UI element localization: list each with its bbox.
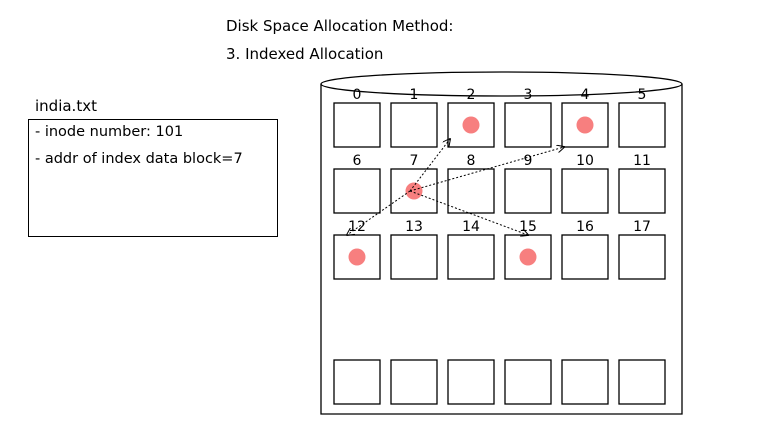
- block-label: 8: [467, 153, 476, 169]
- block-label: 9: [524, 153, 533, 169]
- disk-block: 17: [618, 219, 666, 280]
- disk-body: [320, 84, 683, 415]
- diagram-subtitle: 3. Indexed Allocation: [226, 45, 384, 63]
- disk-block: 4: [561, 87, 609, 148]
- block-box: [447, 168, 495, 214]
- disk-block: 9: [504, 153, 552, 214]
- block-label: 13: [405, 219, 423, 235]
- disk-top: [320, 71, 683, 97]
- block-box: [504, 168, 552, 214]
- index-pointer-arrow: [347, 190, 411, 235]
- used-block-dot: [348, 248, 366, 266]
- block-label: 3: [524, 87, 533, 103]
- disk-block-empty: [390, 359, 438, 405]
- block-label: 1: [410, 87, 419, 103]
- disk-block-empty: [618, 359, 666, 405]
- disk-block: 16: [561, 219, 609, 280]
- block-box: [447, 102, 495, 148]
- disk-block-empty: [561, 359, 609, 405]
- block-box: [390, 168, 438, 214]
- disk-block-empty: [333, 359, 381, 405]
- disk-block-empty: [504, 359, 552, 405]
- block-label: 0: [353, 87, 362, 103]
- block-label: 14: [462, 219, 480, 235]
- disk-block: 11: [618, 153, 666, 214]
- index-pointer-arrow: [409, 190, 528, 235]
- block-label: 17: [633, 219, 651, 235]
- block-box: [561, 168, 609, 214]
- block-box: [447, 234, 495, 280]
- block-label: 2: [467, 87, 476, 103]
- diagram-title: Disk Space Allocation Method:: [226, 17, 454, 35]
- disk-block: 6: [333, 153, 381, 214]
- disk-block: 5: [618, 87, 666, 148]
- block-label: 5: [638, 87, 647, 103]
- used-block-dot: [405, 182, 423, 200]
- block-label: 15: [519, 219, 537, 235]
- block-box: [504, 102, 552, 148]
- block-box: [333, 102, 381, 148]
- used-block-dot: [576, 116, 594, 134]
- disk-block: 3: [504, 87, 552, 148]
- block-box: [618, 102, 666, 148]
- disk-block-empty: [447, 359, 495, 405]
- block-box: [561, 102, 609, 148]
- block-label: 7: [410, 153, 419, 169]
- block-label: 4: [581, 87, 590, 103]
- block-box: [390, 102, 438, 148]
- used-block-dot: [519, 248, 537, 266]
- file-name: india.txt: [35, 97, 97, 115]
- disk-block: 7: [390, 153, 438, 214]
- block-label: 10: [576, 153, 594, 169]
- disk-block: 10: [561, 153, 609, 214]
- inode-number-line: - inode number: 101: [35, 124, 184, 140]
- block-box: [333, 168, 381, 214]
- block-label: 16: [576, 219, 594, 235]
- inode-info-box: - inode number: 101 - addr of index data…: [28, 119, 278, 237]
- block-label: 6: [353, 153, 362, 169]
- disk-block: 15: [504, 219, 552, 280]
- disk-block: 13: [390, 219, 438, 280]
- disk-block: 2: [447, 87, 495, 148]
- disk-block: 1: [390, 87, 438, 148]
- block-box: [618, 234, 666, 280]
- block-box: [618, 168, 666, 214]
- block-label: 11: [633, 153, 651, 169]
- block-box: [390, 234, 438, 280]
- block-box: [561, 234, 609, 280]
- block-box: [333, 234, 381, 280]
- used-block-dot: [462, 116, 480, 134]
- disk-block: 14: [447, 219, 495, 280]
- index-pointer-arrow: [409, 139, 450, 192]
- disk-block: 8: [447, 153, 495, 214]
- index-pointer-arrow: [409, 147, 564, 192]
- index-block-address-line: - addr of index data block=7: [35, 151, 243, 167]
- disk-block: 0: [333, 87, 381, 148]
